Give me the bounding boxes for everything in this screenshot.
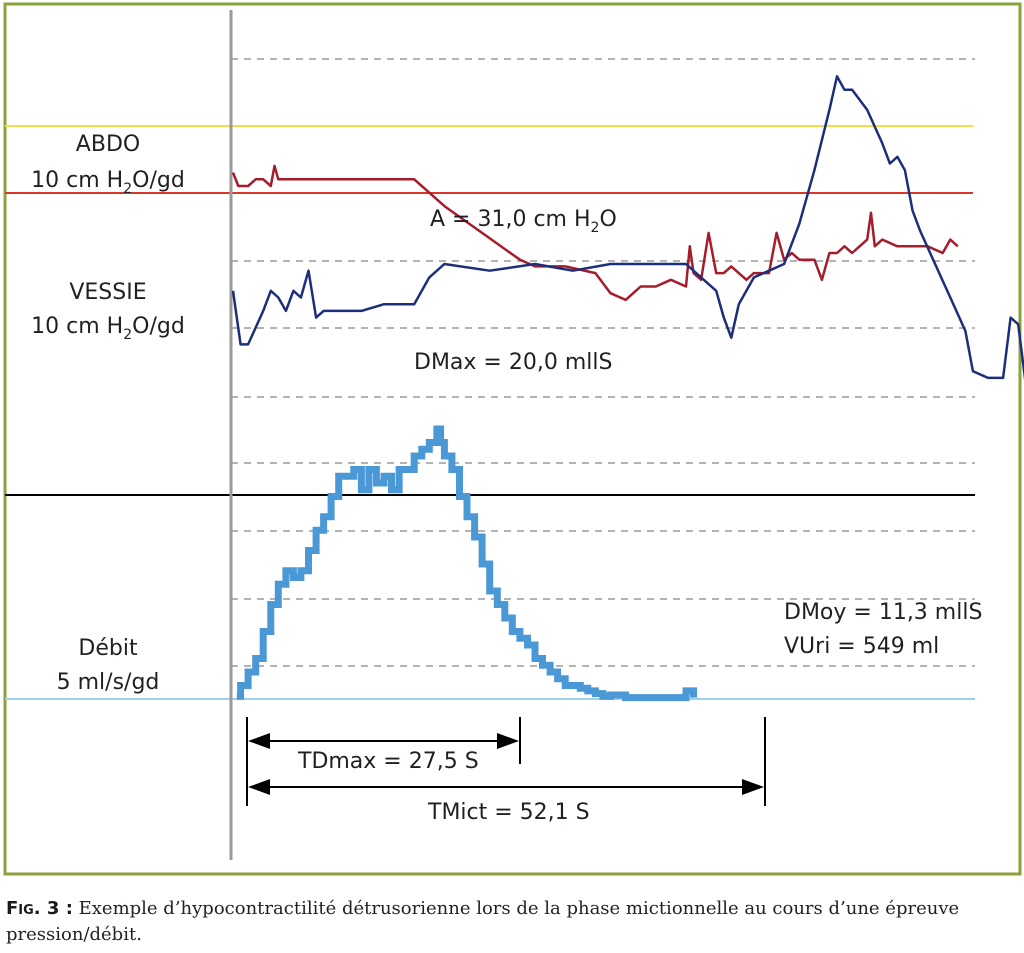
gridlines xyxy=(231,58,975,667)
tmict-arrow-left-head xyxy=(248,779,270,795)
chart-frame xyxy=(3,2,1022,876)
abdo-title: ABDO xyxy=(76,132,140,157)
tdmax-arrow-left-head xyxy=(248,733,270,749)
vessie-pressure-line xyxy=(231,75,1024,381)
vuri-annotation: VUri = 549 ml xyxy=(784,634,939,659)
tdmax-arrow-right-head xyxy=(497,733,519,749)
debit-title: Débit xyxy=(78,636,138,661)
caption-text: Exemple d’hypocontractilité détrusorienn… xyxy=(6,898,960,945)
vessie-scale: 10 cm H2O/gd xyxy=(31,314,185,343)
dmax-annotation: DMax = 20,0 mllS xyxy=(414,350,612,375)
tdmax-label: TDmax = 27,5 S xyxy=(297,749,479,774)
abdo-pressure-line xyxy=(231,164,959,302)
figure-number: Fig. 3 : xyxy=(6,898,73,919)
abdo-annotation: A = 31,0 cm H2O xyxy=(430,207,617,236)
debit-scale: 5 ml/s/gd xyxy=(57,670,160,695)
tmict-label: TMict = 52,1 S xyxy=(427,800,590,825)
tmict-arrow-right-head xyxy=(742,779,764,795)
figure-caption: Fig. 3 : Exemple d’hypocontractilité dét… xyxy=(6,896,1018,948)
abdo-scale: 10 cm H2O/gd xyxy=(31,168,185,197)
debit-flow-line xyxy=(236,425,697,702)
dmoy-annotation: DMoy = 11,3 mllS xyxy=(784,600,982,625)
vessie-title: VESSIE xyxy=(69,280,146,305)
